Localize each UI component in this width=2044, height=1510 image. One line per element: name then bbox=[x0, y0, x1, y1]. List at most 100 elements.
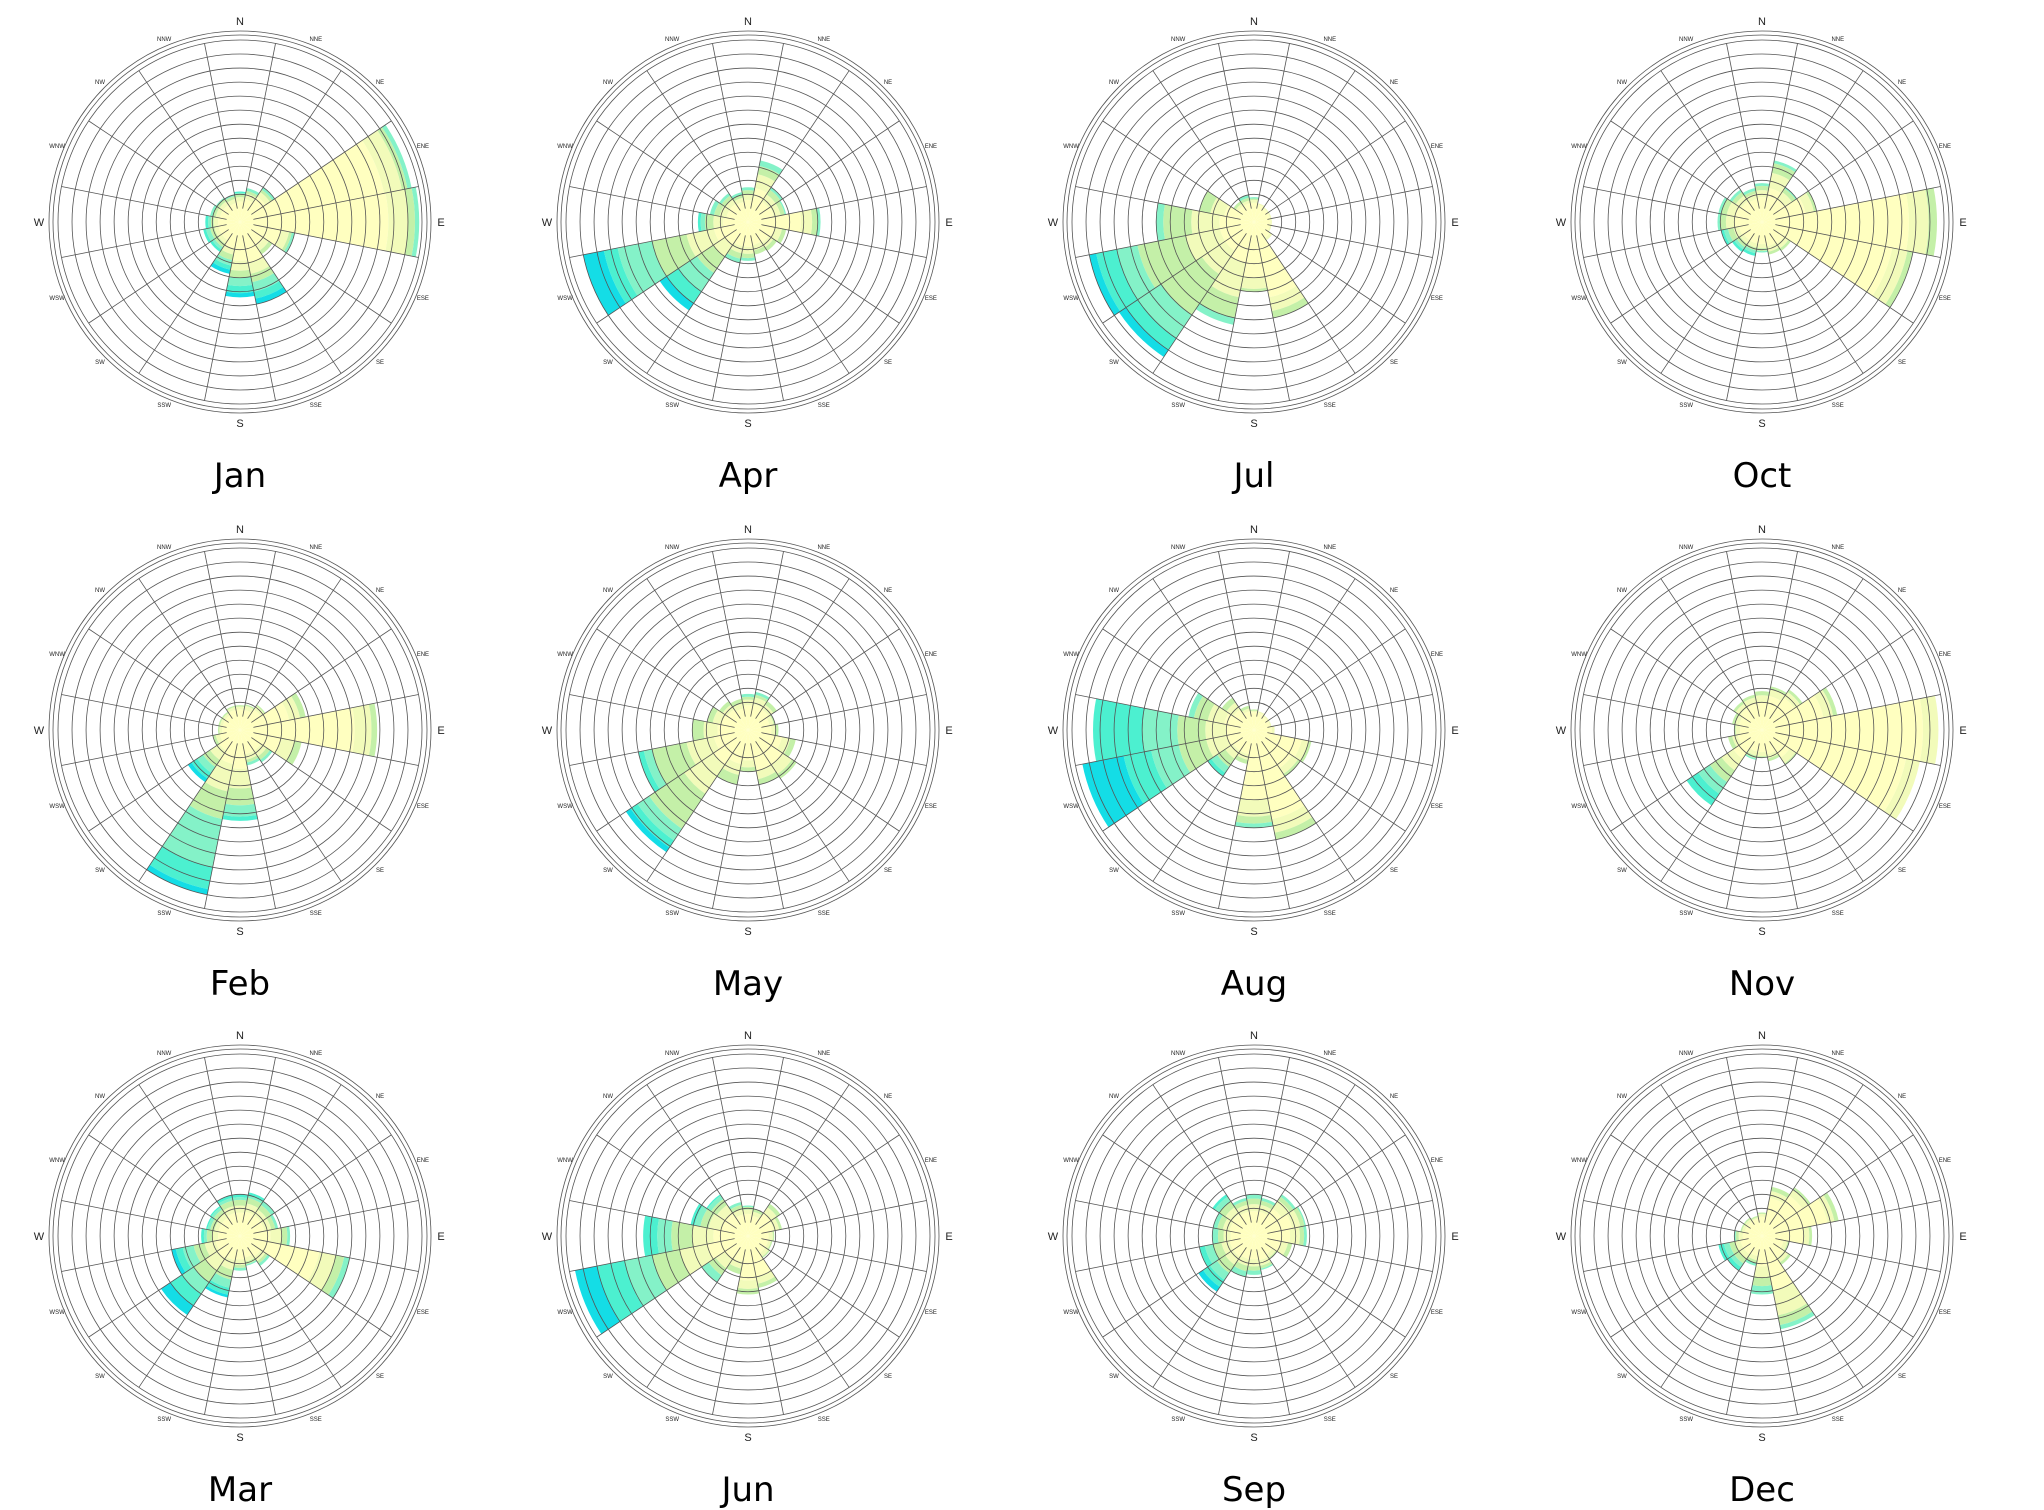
direction-label-se: SE bbox=[1390, 868, 1398, 874]
petal-sse-band-5 bbox=[255, 287, 287, 305]
direction-label-se: SE bbox=[1390, 1374, 1398, 1380]
petal-se-band-2 bbox=[259, 241, 273, 255]
grid-ring bbox=[1635, 95, 1889, 349]
direction-label-e: E bbox=[1959, 725, 1966, 737]
petal-n-band-2 bbox=[232, 1199, 248, 1207]
petal-nnw-band-3 bbox=[728, 1201, 742, 1210]
petal-nw-band-0 bbox=[1740, 708, 1762, 730]
petal-nw-band-2 bbox=[1731, 191, 1745, 205]
petal-nnw-band-0 bbox=[1243, 203, 1254, 222]
grid-spoke bbox=[1102, 737, 1243, 832]
petal-se-band-1 bbox=[1780, 748, 1796, 764]
petal-se-band-1 bbox=[253, 743, 267, 757]
grid-ring bbox=[1071, 547, 1437, 913]
wind-rose-svg: N NNE NE ENE E ESE SE SSE S SSW SW WSW W WNW NW NNW bbox=[1048, 1030, 1459, 1444]
petal-wsw-band-4 bbox=[603, 247, 638, 304]
petal-nw-band-1 bbox=[1226, 702, 1241, 717]
grid-ring bbox=[57, 547, 423, 913]
petal-wsw-band-2 bbox=[1727, 735, 1737, 750]
petal-n-band-0 bbox=[1250, 712, 1258, 730]
direction-label-wnw: WNW bbox=[557, 652, 573, 658]
direction-label-wsw: WSW bbox=[1571, 1310, 1587, 1316]
petal-nw-band-0 bbox=[1747, 1221, 1762, 1236]
petal-wnw-band-2 bbox=[1217, 1215, 1228, 1230]
petal-se-band-0 bbox=[1762, 1236, 1784, 1258]
grid-ring bbox=[141, 631, 339, 829]
petal-wnw-band-1 bbox=[1741, 1224, 1748, 1233]
petal-s-band-3 bbox=[740, 257, 756, 261]
petal-nw-band-2 bbox=[719, 701, 732, 714]
grid-spoke bbox=[1265, 1134, 1406, 1229]
petal-ne-band-0 bbox=[748, 709, 769, 730]
petal-n-band-2 bbox=[235, 705, 245, 707]
grid-spoke bbox=[750, 743, 784, 909]
petal-nne-band-1 bbox=[1768, 689, 1786, 702]
grid-spoke bbox=[1256, 1057, 1290, 1223]
grid-spoke bbox=[1764, 1249, 1798, 1415]
petal-nnw-band-1 bbox=[732, 702, 744, 712]
grid-spoke bbox=[1769, 233, 1864, 374]
grid-spoke bbox=[253, 1238, 419, 1272]
grid-ring bbox=[1677, 645, 1847, 815]
grid-spoke bbox=[712, 1249, 746, 1415]
petal-ne-band-2 bbox=[256, 704, 266, 714]
petal-e-band-1 bbox=[1919, 695, 1939, 765]
petal-nnw-band-0 bbox=[735, 1214, 748, 1236]
grid-spoke bbox=[1769, 741, 1864, 882]
direction-label-nnw: NNW bbox=[1171, 37, 1186, 43]
wind-rose-svg: N NNE NE ENE E ESE SE SSE S SSW SW WSW W WNW NW NNW bbox=[34, 1030, 445, 1444]
grid-spoke bbox=[1660, 70, 1755, 211]
grid-spoke bbox=[1775, 1238, 1941, 1272]
petal-nw-band-1 bbox=[222, 712, 231, 721]
petal-wsw-band-2 bbox=[1178, 739, 1214, 773]
petal-w-band-0 bbox=[217, 1231, 240, 1241]
grid-spoke bbox=[759, 737, 900, 832]
grid-spoke bbox=[596, 737, 737, 832]
grid-ring bbox=[211, 193, 269, 251]
petal-nnw-band-2 bbox=[1744, 190, 1757, 198]
petal-ne-band-1 bbox=[1789, 1189, 1809, 1209]
petal-nnw-band-0 bbox=[735, 708, 748, 730]
direction-label-sse: SSE bbox=[1324, 911, 1336, 917]
petal-sw-band-1 bbox=[1721, 749, 1743, 771]
grid-spoke bbox=[1583, 1238, 1749, 1272]
outer-ring bbox=[1062, 30, 1446, 414]
outer-ring bbox=[1574, 542, 1950, 918]
petal-sse-band-0 bbox=[1762, 222, 1776, 247]
grid-ring bbox=[1677, 137, 1847, 307]
grid-ring bbox=[1155, 1137, 1353, 1335]
petal-ssw-band-5 bbox=[205, 1285, 229, 1298]
direction-label-sse: SSE bbox=[1832, 403, 1844, 409]
petal-ssw-band-4 bbox=[149, 846, 213, 890]
direction-label-ne: NE bbox=[1898, 588, 1906, 594]
petal-nnw-band-1 bbox=[223, 1206, 236, 1217]
petal-e-band-0 bbox=[240, 1230, 271, 1242]
grid-spoke bbox=[1261, 578, 1356, 719]
grid-spoke bbox=[251, 1243, 392, 1338]
petal-w-band-2 bbox=[1163, 204, 1193, 240]
grid-spoke bbox=[1152, 70, 1247, 211]
petal-s-band-3 bbox=[1750, 1285, 1774, 1295]
grid-spoke bbox=[1267, 694, 1433, 728]
petal-se-band-0 bbox=[1762, 222, 1784, 244]
petal-s-band-1 bbox=[234, 1259, 246, 1266]
petal-wnw-band-0 bbox=[1744, 1226, 1762, 1236]
petal-sw-band-0 bbox=[1233, 1236, 1254, 1257]
petal-sse-band-2 bbox=[757, 771, 779, 785]
petal-ene-band-1 bbox=[281, 695, 301, 721]
petal-wsw-band-1 bbox=[1206, 735, 1231, 758]
direction-label-wnw: WNW bbox=[1063, 652, 1079, 658]
direction-label-sse: SSE bbox=[1324, 1417, 1336, 1423]
grid-spoke bbox=[759, 1243, 900, 1338]
petal-s-band-1 bbox=[1237, 798, 1271, 817]
grid-spoke bbox=[1267, 1238, 1433, 1272]
petal-ese-band-1 bbox=[1884, 758, 1920, 820]
petal-ese-band-1 bbox=[1872, 247, 1908, 305]
petal-wnw-band-3 bbox=[1188, 692, 1203, 719]
petal-e-band-1 bbox=[1289, 1227, 1300, 1245]
direction-label-nne: NNE bbox=[817, 37, 830, 43]
petal-wsw-band-3 bbox=[1151, 744, 1191, 789]
grid-spoke bbox=[1660, 1247, 1755, 1388]
outer-ring bbox=[1570, 538, 1954, 922]
grid-spoke bbox=[1265, 120, 1406, 215]
